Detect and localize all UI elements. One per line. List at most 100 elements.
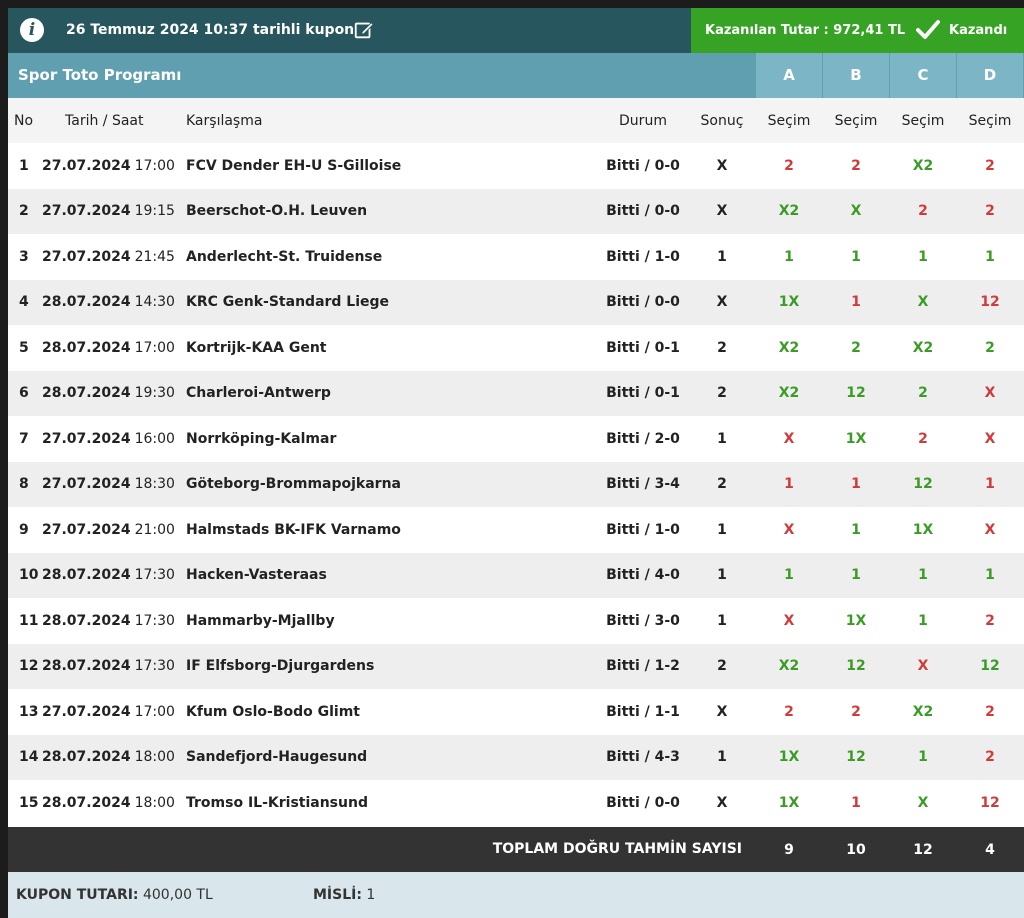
row-pick-c: X bbox=[917, 794, 929, 811]
info-icon[interactable]: i bbox=[20, 18, 44, 42]
row-pick-b: X bbox=[850, 203, 862, 220]
row-date: 27.07.2024 bbox=[42, 476, 131, 493]
row-time: 18:00 bbox=[134, 794, 175, 811]
edit-icon[interactable] bbox=[353, 19, 375, 41]
misli: MİSLİ: 1 bbox=[313, 872, 375, 918]
row-status: Bitti / 1-2 bbox=[606, 658, 680, 675]
header-date: Tarih / Saat bbox=[65, 112, 144, 129]
row-time: 19:30 bbox=[134, 385, 175, 402]
row-result: 1 bbox=[717, 521, 727, 538]
row-pick-b: 1 bbox=[851, 794, 861, 811]
row-match: FCV Dender EH-U S-Gilloise bbox=[186, 157, 402, 174]
row-pick-d: 1 bbox=[985, 476, 995, 493]
table-header: No Tarih / Saat Karşılaşma Durum Sonuç S… bbox=[8, 98, 1024, 143]
row-pick-c: X bbox=[917, 294, 929, 311]
row-date: 28.07.2024 bbox=[42, 294, 131, 311]
row-pick-d: X bbox=[984, 521, 996, 538]
row-no: 1 bbox=[19, 157, 29, 174]
row-pick-c: 1 bbox=[918, 749, 928, 766]
row-date: 27.07.2024 bbox=[42, 703, 131, 720]
table-row: 13 27.07.2024 17:00 Kfum Oslo-Bodo Glimt Bit… bbox=[8, 689, 1024, 735]
row-match: Beerschot-O.H. Leuven bbox=[186, 203, 368, 220]
row-time: 21:00 bbox=[134, 521, 175, 538]
row-datetime: 28.07.2024 17:30 bbox=[42, 644, 175, 690]
row-no: 12 bbox=[19, 658, 39, 675]
coupon-footer: KUPON TUTARI: 400,00 TL MİSLİ: 1 bbox=[8, 872, 1024, 918]
coupon-amount-value: 400,00 TL bbox=[142, 887, 213, 903]
row-pick-b: 2 bbox=[851, 157, 861, 174]
row-result: X bbox=[716, 157, 728, 174]
row-pick-a: 1X bbox=[778, 294, 800, 311]
row-datetime: 27.07.2024 19:15 bbox=[42, 189, 175, 235]
header-pick-d: Seçim bbox=[968, 112, 1012, 129]
row-pick-a: X bbox=[783, 430, 795, 447]
row-datetime: 28.07.2024 19:30 bbox=[42, 371, 175, 417]
row-status: Bitti / 1-0 bbox=[606, 248, 680, 265]
row-result: X bbox=[716, 203, 728, 220]
row-pick-d: 2 bbox=[985, 339, 995, 356]
header-result: Sonuç bbox=[700, 112, 744, 129]
row-no: 4 bbox=[19, 294, 29, 311]
row-time: 21:45 bbox=[134, 248, 175, 265]
row-pick-d: 2 bbox=[985, 749, 995, 766]
row-no: 14 bbox=[19, 749, 39, 766]
coupon-header: i 26 Temmuz 2024 10:37 tarihli kupon Kaz… bbox=[8, 8, 1024, 53]
table-row: 1 27.07.2024 17:00 FCV Dender EH-U S-Gilloi… bbox=[8, 143, 1024, 189]
row-pick-a: X2 bbox=[778, 203, 800, 220]
row-no: 13 bbox=[19, 703, 39, 720]
row-time: 16:00 bbox=[134, 430, 175, 447]
table-row: 14 28.07.2024 18:00 Sandefjord-Haugesund Bit… bbox=[8, 734, 1024, 780]
row-status: Bitti / 0-0 bbox=[606, 294, 680, 311]
row-pick-c: 1X bbox=[912, 521, 934, 538]
table-row: 10 28.07.2024 17:30 Hacken-Vasteraas Bitti /… bbox=[8, 552, 1024, 599]
row-result: X bbox=[716, 794, 728, 811]
row-date: 28.07.2024 bbox=[42, 339, 131, 356]
won-banner: Kazanılan Tutar : 972,41 TL Kazandı bbox=[691, 8, 1024, 53]
header-pick-a: Seçim bbox=[767, 112, 811, 129]
table-row: 4 28.07.2024 14:30 KRC Genk-Standard Liege B… bbox=[8, 279, 1024, 326]
row-status: Bitti / 3-0 bbox=[606, 612, 680, 629]
row-status: Bitti / 0-0 bbox=[606, 203, 680, 220]
misli-value: 1 bbox=[366, 887, 376, 903]
row-pick-d: 1 bbox=[985, 248, 995, 265]
row-pick-a: X2 bbox=[778, 385, 800, 402]
row-match: Sandefjord-Haugesund bbox=[186, 749, 368, 766]
row-pick-a: X2 bbox=[778, 658, 800, 675]
table-row: 5 28.07.2024 17:00 Kortrijk-KAA Gent Bitti /… bbox=[8, 325, 1024, 371]
row-pick-a: X2 bbox=[778, 339, 800, 356]
row-datetime: 27.07.2024 16:00 bbox=[42, 416, 175, 462]
row-pick-c: X2 bbox=[912, 339, 934, 356]
row-datetime: 27.07.2024 17:00 bbox=[42, 689, 175, 735]
row-datetime: 27.07.2024 18:30 bbox=[42, 462, 175, 508]
row-no: 6 bbox=[19, 385, 29, 402]
row-time: 17:30 bbox=[134, 567, 175, 584]
row-pick-b: 1 bbox=[851, 476, 861, 493]
row-time: 14:30 bbox=[134, 294, 175, 311]
row-result: 1 bbox=[717, 612, 727, 629]
column-a-label: A bbox=[756, 53, 822, 98]
row-datetime: 28.07.2024 14:30 bbox=[42, 280, 175, 326]
total-b: 10 bbox=[846, 841, 866, 858]
table-row: 8 27.07.2024 18:30 Göteborg-Brommapojkarna B… bbox=[8, 461, 1024, 508]
row-datetime: 28.07.2024 17:30 bbox=[42, 553, 175, 599]
row-pick-a: X bbox=[783, 612, 795, 629]
row-pick-c: 12 bbox=[913, 476, 933, 493]
row-no: 8 bbox=[19, 476, 29, 493]
totals-label: TOPLAM DOĞRU TAHMİN SAYISI bbox=[492, 841, 742, 857]
row-pick-b: 1X bbox=[845, 430, 867, 447]
row-pick-a: 2 bbox=[784, 703, 794, 720]
program-title: Spor Toto Programı bbox=[18, 66, 182, 84]
row-pick-c: X2 bbox=[912, 703, 934, 720]
table-body: 1 27.07.2024 17:00 FCV Dender EH-U S-Gilloi… bbox=[8, 143, 1024, 826]
row-time: 17:00 bbox=[134, 703, 175, 720]
table-row: 15 28.07.2024 18:00 Tromso IL-Kristiansund B… bbox=[8, 780, 1024, 826]
table-row: 6 28.07.2024 19:30 Charleroi-Antwerp Bitti /… bbox=[8, 370, 1024, 417]
row-pick-d: 12 bbox=[980, 294, 1000, 311]
totals-row: TOPLAM DOĞRU TAHMİN SAYISI 9 10 12 4 bbox=[8, 827, 1024, 872]
row-pick-c: 2 bbox=[918, 203, 928, 220]
row-pick-c: 2 bbox=[918, 430, 928, 447]
row-pick-d: X bbox=[984, 385, 996, 402]
row-result: 1 bbox=[717, 567, 727, 584]
won-status: Kazandı bbox=[949, 23, 1008, 38]
header-pick-c: Seçim bbox=[901, 112, 945, 129]
